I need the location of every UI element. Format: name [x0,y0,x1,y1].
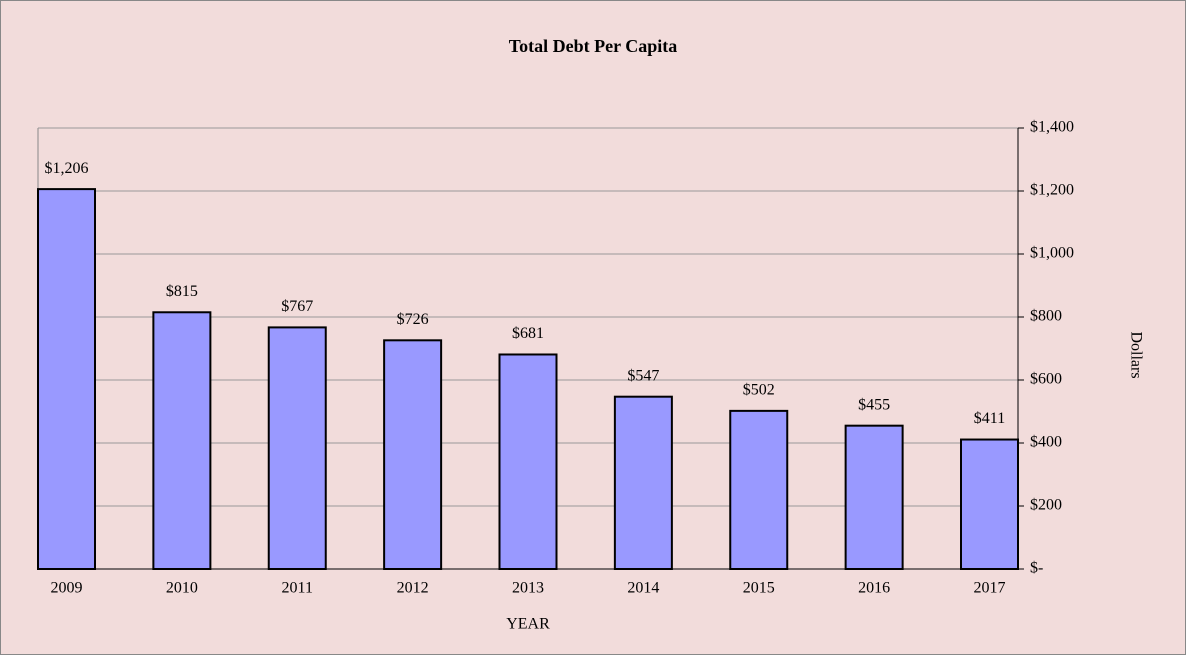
x-tick-label: 2010 [166,580,198,597]
x-axis-title: YEAR [506,616,550,633]
y-tick-label: $- [1030,560,1043,577]
bar [729,409,789,570]
y-tick-label: $1,000 [1030,245,1074,262]
x-tick-label: 2013 [512,580,544,597]
bar [960,438,1019,570]
data-label: $547 [627,367,659,384]
bar [152,311,212,570]
x-tick-label: 2011 [282,580,313,597]
bar [613,395,673,570]
data-label: $455 [858,396,890,413]
y-tick-label: $1,400 [1030,119,1074,136]
x-tick-label: 2012 [397,580,429,597]
bar [844,424,904,570]
x-tick-label: 2015 [743,580,775,597]
y-tick-label: $200 [1030,497,1062,514]
x-tick-label: 2017 [974,580,1006,597]
bar [267,326,327,570]
y-tick-label: $1,200 [1030,182,1074,199]
data-label: $681 [512,325,544,342]
data-label: $411 [974,410,1005,427]
bar [37,188,96,571]
data-label: $767 [281,298,313,315]
bar [383,339,443,570]
data-label: $1,206 [45,160,89,177]
y-tick-label: $600 [1030,371,1062,388]
y-axis-title: Dollars [1127,331,1144,378]
chart-title: Total Debt Per Capita [509,36,678,56]
data-label: $502 [743,382,775,399]
data-label: $815 [166,283,198,300]
x-tick-label: 2016 [858,580,890,597]
x-tick-label: 2009 [51,580,83,597]
y-tick-label: $400 [1030,434,1062,451]
y-tick-label: $800 [1030,308,1062,325]
x-tick-label: 2014 [627,580,659,597]
bar [498,353,558,570]
data-label: $726 [397,311,429,328]
